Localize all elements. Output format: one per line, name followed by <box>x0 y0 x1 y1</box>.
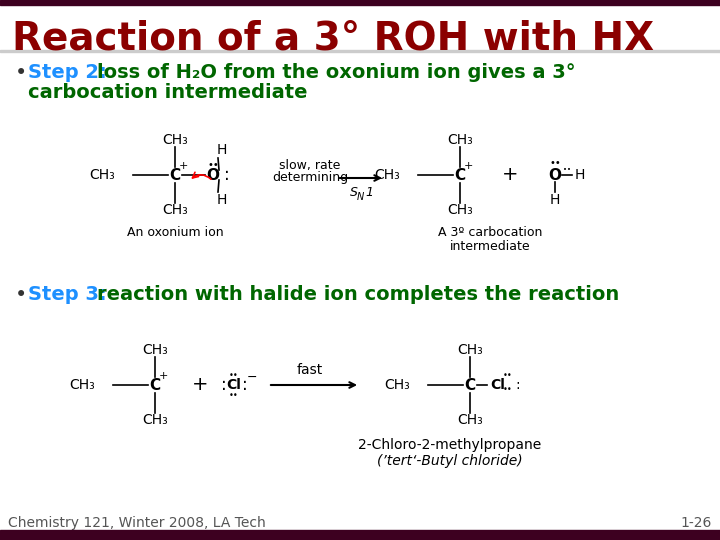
Text: :: : <box>516 378 521 392</box>
Text: Step 3:: Step 3: <box>28 286 107 305</box>
Text: •: • <box>15 63 27 83</box>
Text: slow, rate: slow, rate <box>279 159 341 172</box>
Text: Cl: Cl <box>490 378 505 392</box>
Text: 1: 1 <box>365 186 373 199</box>
Text: C: C <box>150 377 161 393</box>
Text: Step 2:: Step 2: <box>28 64 107 83</box>
Text: ••: •• <box>229 370 239 380</box>
Text: fast: fast <box>297 363 323 377</box>
Text: −: − <box>247 370 257 383</box>
Text: carbocation intermediate: carbocation intermediate <box>28 84 307 103</box>
Bar <box>0 530 720 540</box>
Text: 1-26: 1-26 <box>680 516 712 530</box>
Text: CH₃: CH₃ <box>89 168 115 182</box>
Text: CH₃: CH₃ <box>374 168 400 182</box>
Text: CH₃: CH₃ <box>457 413 483 427</box>
Text: S: S <box>350 186 358 199</box>
Text: H: H <box>550 193 560 207</box>
Text: +: + <box>192 375 208 395</box>
Text: CH₃: CH₃ <box>457 343 483 357</box>
Text: :: : <box>221 376 227 394</box>
Text: A 3º carbocation: A 3º carbocation <box>438 226 542 240</box>
Text: CH₃: CH₃ <box>69 378 95 392</box>
Text: ••: •• <box>503 386 513 395</box>
Text: H: H <box>575 168 585 182</box>
Text: Reaction of a 3° ROH with HX: Reaction of a 3° ROH with HX <box>12 19 654 57</box>
Text: +: + <box>158 371 168 381</box>
Text: +: + <box>502 165 518 185</box>
Text: ••: •• <box>207 160 219 170</box>
Text: •: • <box>15 285 27 305</box>
FancyArrowPatch shape <box>192 172 211 179</box>
Bar <box>0 0 720 5</box>
Text: CH₃: CH₃ <box>162 203 188 217</box>
Text: Cl: Cl <box>227 378 241 392</box>
Text: +: + <box>463 161 473 171</box>
Text: N: N <box>357 192 364 202</box>
Text: CH₃: CH₃ <box>142 413 168 427</box>
Text: C: C <box>169 167 181 183</box>
Text: H: H <box>217 143 228 157</box>
Text: +: + <box>179 161 188 171</box>
Text: ••: •• <box>563 167 571 173</box>
Text: ••: •• <box>503 372 513 381</box>
Text: CH₃: CH₃ <box>447 203 473 217</box>
Text: :: : <box>224 166 230 184</box>
Text: CH₃: CH₃ <box>142 343 168 357</box>
Text: :: : <box>242 376 248 394</box>
Text: loss of H₂O from the oxonium ion gives a 3°: loss of H₂O from the oxonium ion gives a… <box>97 64 575 83</box>
Text: An oxonium ion: An oxonium ion <box>127 226 223 240</box>
Text: C: C <box>454 167 466 183</box>
Text: ••: •• <box>549 158 561 168</box>
Text: (’tert‘-Butyl chloride): (’tert‘-Butyl chloride) <box>377 454 523 468</box>
Text: Chemistry 121, Winter 2008, LA Tech: Chemistry 121, Winter 2008, LA Tech <box>8 516 266 530</box>
Text: CH₃: CH₃ <box>162 133 188 147</box>
Text: O: O <box>549 167 562 183</box>
Text: H: H <box>217 193 228 207</box>
Text: CH₃: CH₃ <box>384 378 410 392</box>
Text: ••: •• <box>229 390 239 400</box>
Text: C: C <box>464 377 476 393</box>
Text: CH₃: CH₃ <box>447 133 473 147</box>
Text: 2-Chloro-2-methylpropane: 2-Chloro-2-methylpropane <box>359 438 541 452</box>
Text: O: O <box>207 167 220 183</box>
Text: reaction with halide ion completes the reaction: reaction with halide ion completes the r… <box>97 286 619 305</box>
Text: determining: determining <box>272 172 348 185</box>
Text: intermediate: intermediate <box>450 240 531 253</box>
Bar <box>0 50 720 52</box>
